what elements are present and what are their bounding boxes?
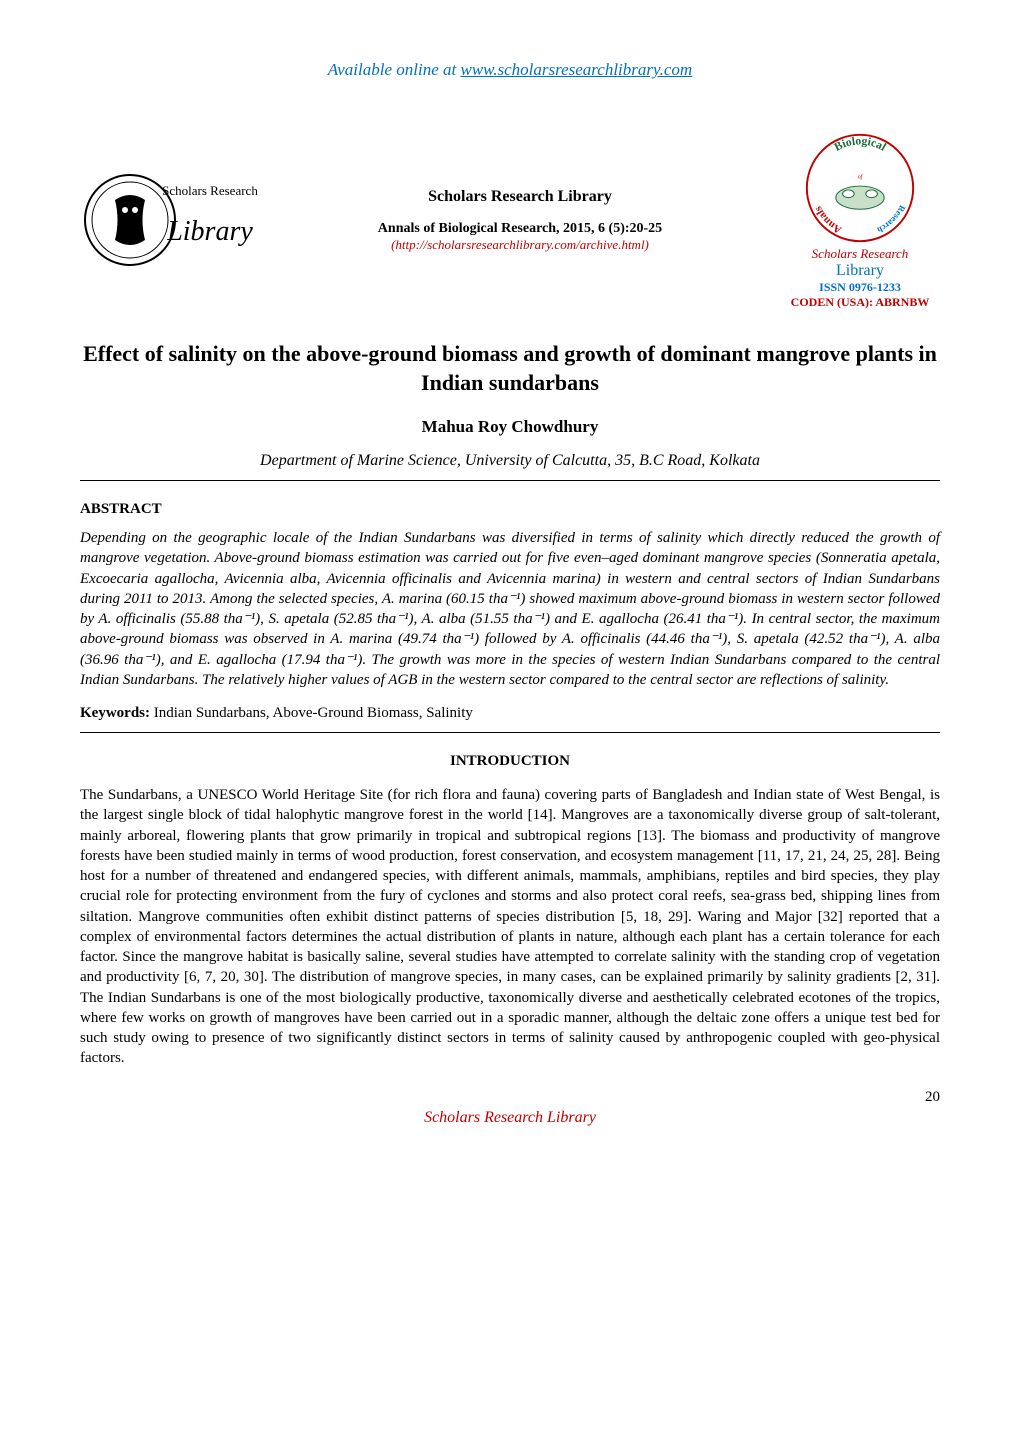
available-online-link: Available online at www.scholarsresearch…: [80, 60, 940, 80]
svg-text:Biological: Biological: [832, 134, 889, 154]
publisher-name: Scholars Research Library: [260, 188, 780, 206]
page-number: 20: [925, 1089, 940, 1106]
divider-top: [80, 480, 940, 481]
logo-right-caption: Scholars Research Library ISSN 0976-1233…: [791, 246, 930, 310]
abstract-heading: ABSTRACT: [80, 501, 940, 518]
archive-url: (http://scholarsresearchlibrary.com/arch…: [260, 237, 780, 253]
introduction-body: The Sundarbans, a UNESCO World Heritage …: [80, 785, 940, 1069]
header-row: Scholars Research Library Scholars Resea…: [80, 130, 940, 310]
keywords-values: Indian Sundarbans, Above-Ground Biomass,…: [150, 705, 473, 721]
svg-text:Library: Library: [166, 216, 253, 247]
author-affiliation: Department of Marine Science, University…: [80, 452, 940, 470]
journal-seal-logo: Biological Annals Research of Scholars R…: [780, 130, 940, 310]
available-url[interactable]: www.scholarsresearchlibrary.com: [460, 60, 692, 79]
issn-number: ISSN 0976-1233: [791, 280, 930, 295]
available-prefix: Available online a: [328, 60, 452, 79]
keywords-label: Keywords:: [80, 705, 150, 721]
seal-text-top: Scholars Research: [791, 246, 930, 262]
keywords-line: Keywords: Indian Sundarbans, Above-Groun…: [80, 705, 940, 722]
scholars-research-library-logo: Scholars Research Library: [80, 145, 260, 295]
header-center: Scholars Research Library Annals of Biol…: [260, 188, 780, 253]
seal-text-mid: Library: [791, 262, 930, 280]
journal-citation: Annals of Biological Research, 2015, 6 (…: [260, 221, 780, 237]
footer-publisher: Scholars Research Library: [80, 1109, 940, 1127]
svg-text:Scholars Research: Scholars Research: [162, 183, 258, 198]
author-name: Mahua Roy Chowdhury: [80, 417, 940, 437]
introduction-heading: INTRODUCTION: [80, 753, 940, 770]
divider-mid: [80, 732, 940, 733]
coden-code: CODEN (USA): ABRNBW: [791, 295, 930, 310]
paper-title: Effect of salinity on the above-ground b…: [80, 340, 940, 397]
abstract-body: Depending on the geographic locale of th…: [80, 528, 940, 690]
svg-text:of: of: [858, 173, 864, 180]
page-footer: 20 Scholars Research Library: [80, 1109, 940, 1127]
